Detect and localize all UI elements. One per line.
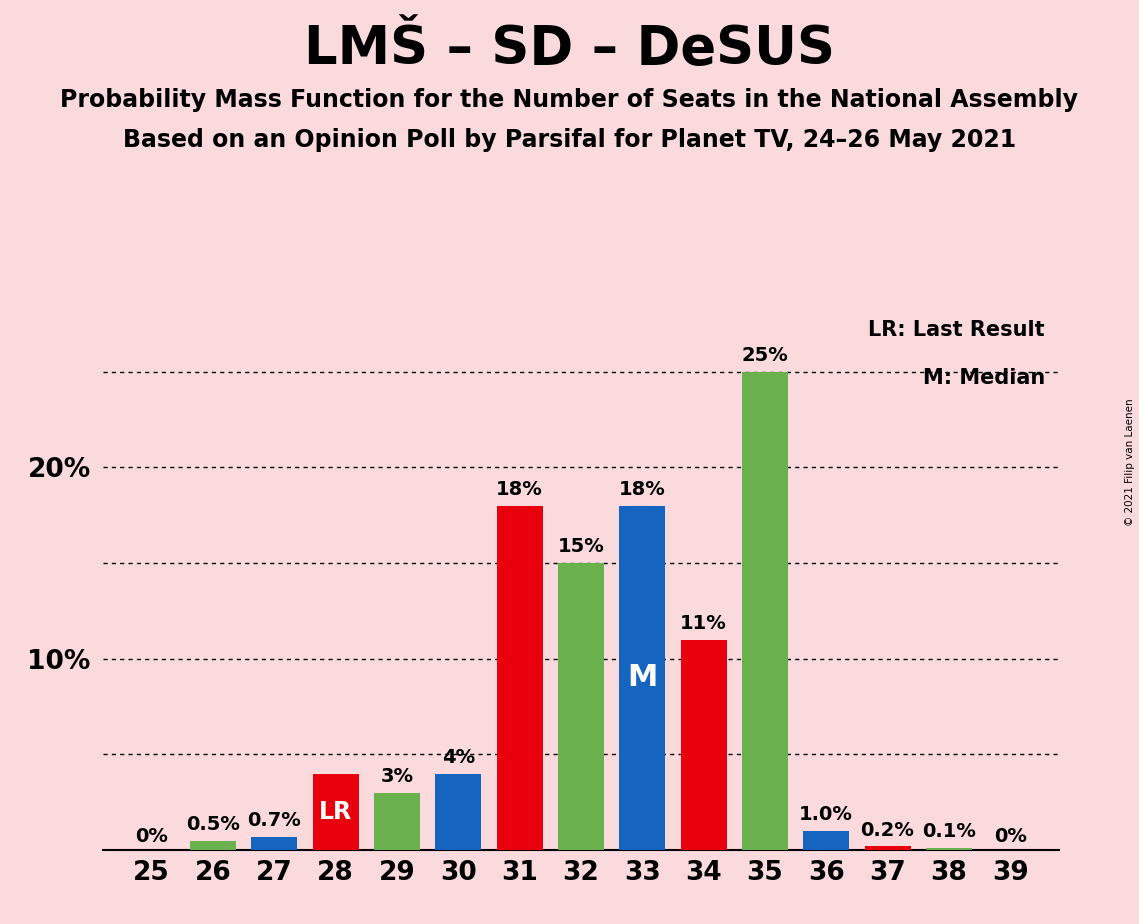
Text: M: Median: M: Median: [923, 368, 1044, 388]
Bar: [435, 773, 481, 850]
Bar: [497, 505, 542, 850]
Text: LR: Last Result: LR: Last Result: [868, 320, 1044, 339]
Text: 15%: 15%: [557, 537, 605, 556]
Text: © 2021 Filip van Laenen: © 2021 Filip van Laenen: [1125, 398, 1134, 526]
Text: 11%: 11%: [680, 614, 727, 633]
Text: 0.5%: 0.5%: [186, 815, 240, 833]
Bar: [865, 846, 910, 850]
Bar: [252, 837, 297, 850]
Text: 18%: 18%: [618, 480, 665, 499]
Bar: [741, 371, 788, 850]
Bar: [558, 563, 604, 850]
Text: 0.7%: 0.7%: [247, 811, 301, 830]
Text: 0%: 0%: [136, 827, 169, 846]
Text: M: M: [628, 663, 657, 692]
Bar: [374, 793, 420, 850]
Bar: [190, 841, 236, 850]
Text: Probability Mass Function for the Number of Seats in the National Assembly: Probability Mass Function for the Number…: [60, 88, 1079, 112]
Text: 18%: 18%: [497, 480, 543, 499]
Text: 3%: 3%: [380, 767, 413, 786]
Bar: [926, 848, 972, 850]
Text: 0.2%: 0.2%: [861, 821, 915, 840]
Bar: [803, 831, 850, 850]
Text: Based on an Opinion Poll by Parsifal for Planet TV, 24–26 May 2021: Based on an Opinion Poll by Parsifal for…: [123, 128, 1016, 152]
Bar: [312, 773, 359, 850]
Text: LMŠ – SD – DeSUS: LMŠ – SD – DeSUS: [304, 23, 835, 75]
Text: LR: LR: [319, 800, 352, 824]
Text: 25%: 25%: [741, 346, 788, 365]
Text: 0%: 0%: [993, 827, 1026, 846]
Bar: [680, 639, 727, 850]
Text: 0.1%: 0.1%: [921, 822, 976, 842]
Text: 4%: 4%: [442, 748, 475, 767]
Text: 1.0%: 1.0%: [800, 805, 853, 824]
Bar: [620, 505, 665, 850]
